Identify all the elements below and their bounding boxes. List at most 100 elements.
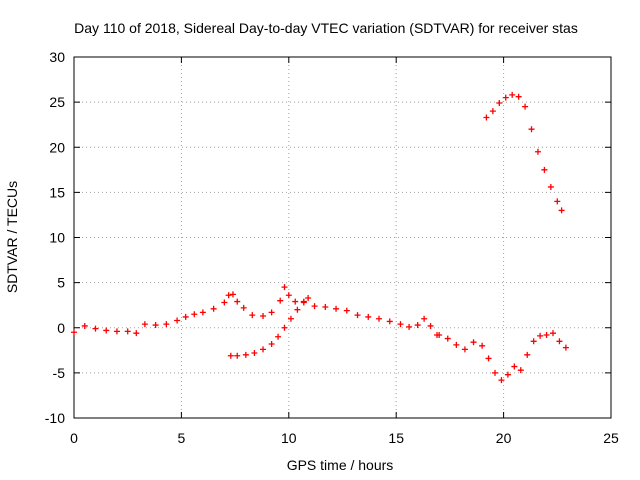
data-point bbox=[511, 363, 518, 370]
data-point bbox=[251, 350, 258, 357]
y-tick-label: -10 bbox=[45, 410, 65, 426]
data-point bbox=[414, 322, 421, 329]
data-point bbox=[558, 207, 565, 214]
data-point bbox=[444, 335, 451, 342]
data-point bbox=[543, 331, 550, 338]
data-point bbox=[229, 291, 236, 298]
data-point bbox=[191, 311, 198, 318]
data-point bbox=[421, 315, 428, 322]
y-tick-label: 10 bbox=[49, 230, 65, 246]
x-axis-label: GPS time / hours bbox=[287, 457, 394, 473]
data-point bbox=[305, 294, 312, 301]
x-tick-label: 25 bbox=[603, 430, 619, 446]
y-tick-label: 25 bbox=[49, 94, 65, 110]
data-point bbox=[141, 321, 148, 328]
data-point bbox=[268, 309, 275, 316]
data-point bbox=[530, 338, 537, 345]
y-tick-label: 20 bbox=[49, 139, 65, 155]
data-point bbox=[427, 322, 434, 329]
data-point bbox=[406, 323, 413, 330]
data-point bbox=[260, 346, 267, 353]
data-point bbox=[343, 307, 350, 314]
data-point bbox=[311, 303, 318, 310]
data-point bbox=[502, 94, 509, 101]
data-point bbox=[294, 306, 301, 313]
data-point bbox=[322, 303, 329, 310]
data-point bbox=[275, 333, 282, 340]
data-point bbox=[479, 342, 486, 349]
data-point bbox=[354, 312, 361, 319]
series-rising-arc bbox=[227, 294, 312, 359]
data-point bbox=[492, 369, 499, 376]
data-point bbox=[234, 352, 241, 359]
data-point bbox=[453, 341, 460, 348]
y-axis-ticks: -10 -5 0 5 10 15 20 25 30 bbox=[45, 49, 611, 426]
series-main-band bbox=[71, 284, 441, 338]
data-point bbox=[562, 344, 569, 351]
data-point bbox=[365, 313, 372, 320]
data-point bbox=[489, 108, 496, 115]
data-point bbox=[242, 351, 249, 358]
data-point bbox=[515, 93, 522, 100]
data-point bbox=[124, 328, 131, 335]
data-point bbox=[234, 298, 241, 305]
data-point bbox=[300, 298, 307, 305]
data-point bbox=[281, 324, 288, 331]
grid-lines bbox=[74, 57, 611, 418]
data-point bbox=[554, 198, 561, 205]
data-point bbox=[504, 371, 511, 378]
data-point bbox=[547, 183, 554, 190]
y-tick-label: -5 bbox=[53, 365, 66, 381]
data-point bbox=[461, 346, 468, 353]
data-point bbox=[81, 322, 88, 329]
data-point bbox=[199, 309, 206, 316]
data-point bbox=[210, 305, 217, 312]
data-point bbox=[541, 166, 548, 173]
data-points bbox=[71, 91, 569, 384]
data-point bbox=[268, 340, 275, 347]
data-point bbox=[221, 299, 228, 306]
data-point bbox=[386, 318, 393, 325]
x-tick-label: 20 bbox=[496, 430, 512, 446]
data-point bbox=[249, 312, 256, 319]
x-tick-label: 5 bbox=[178, 430, 186, 446]
data-point bbox=[163, 321, 170, 328]
data-point bbox=[485, 355, 492, 362]
data-point bbox=[498, 377, 505, 384]
x-tick-label: 0 bbox=[70, 430, 78, 446]
data-point bbox=[152, 322, 159, 329]
data-point bbox=[103, 327, 110, 334]
data-point bbox=[524, 351, 531, 358]
data-point bbox=[292, 298, 299, 305]
data-point bbox=[509, 91, 516, 98]
data-point bbox=[483, 114, 490, 121]
data-point bbox=[397, 321, 404, 328]
data-point bbox=[470, 339, 477, 346]
data-point bbox=[182, 313, 189, 320]
data-point bbox=[92, 325, 99, 332]
y-tick-label: 30 bbox=[49, 49, 65, 65]
data-point bbox=[436, 331, 443, 338]
data-point bbox=[281, 284, 288, 291]
data-point bbox=[71, 329, 77, 336]
x-tick-label: 15 bbox=[388, 430, 404, 446]
data-point bbox=[537, 332, 544, 339]
data-point bbox=[550, 330, 557, 337]
data-point bbox=[522, 103, 529, 110]
series-late-cluster bbox=[436, 330, 569, 384]
series-upper-arc bbox=[483, 91, 565, 214]
data-point bbox=[528, 126, 535, 133]
data-point bbox=[517, 367, 524, 374]
y-tick-label: 0 bbox=[57, 320, 65, 336]
data-point bbox=[240, 304, 247, 311]
data-point bbox=[260, 313, 267, 320]
y-tick-label: 5 bbox=[57, 275, 65, 291]
data-point bbox=[376, 315, 383, 322]
chart-title: Day 110 of 2018, Sidereal Day-to-day VTE… bbox=[74, 20, 578, 36]
data-point bbox=[225, 292, 232, 299]
data-point bbox=[285, 292, 292, 299]
y-tick-label: 15 bbox=[49, 184, 65, 200]
data-point bbox=[277, 297, 284, 304]
data-point bbox=[333, 305, 340, 312]
